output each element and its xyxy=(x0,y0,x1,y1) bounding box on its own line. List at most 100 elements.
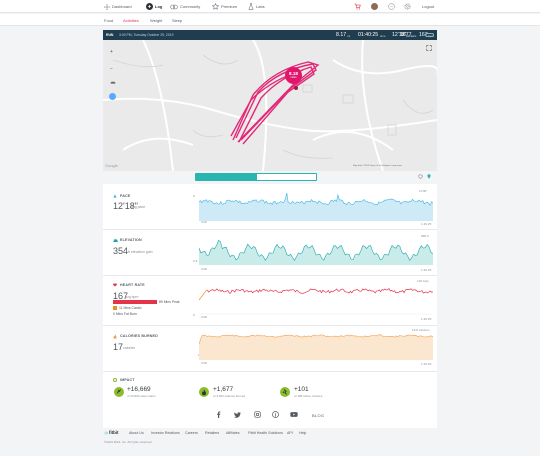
y-max-label: 886 ft xyxy=(421,234,429,238)
section-title: PACE xyxy=(120,194,131,198)
settings-icon[interactable] xyxy=(418,174,423,179)
zone-cardio-label: 11 Mins Cardio xyxy=(119,306,142,310)
footer-link-api[interactable]: API xyxy=(287,431,293,435)
zone-peak-label: 89 Mins Peak xyxy=(159,300,180,304)
footer-link-about[interactable]: About Us xyxy=(129,431,144,435)
run-summary-bar-right xyxy=(437,30,438,40)
footer-link-health[interactable]: Fitbit Health Solutions xyxy=(248,431,283,435)
impact-label: of 188 active minutes xyxy=(294,394,323,398)
impact-icon xyxy=(113,378,117,382)
zoom-out-button[interactable]: − xyxy=(110,66,113,72)
nav-item-community[interactable]: Community xyxy=(170,3,200,10)
section-unit: avg pace xyxy=(131,205,146,209)
twitter-icon[interactable] xyxy=(234,412,241,418)
calories-unit: cals xyxy=(411,34,417,38)
mountain-icon xyxy=(113,238,118,242)
avatar[interactable] xyxy=(371,3,378,10)
log-icon xyxy=(146,3,153,10)
star-icon xyxy=(212,3,219,10)
avg-hr-value: 167 xyxy=(419,32,428,38)
footer-link-careers[interactable]: Careers xyxy=(185,431,198,435)
footer-link-affiliates[interactable]: Affiliates xyxy=(226,431,240,435)
pace-unit: pace xyxy=(406,34,413,38)
calories-value: 1677 xyxy=(400,32,412,38)
heart-rate-chart xyxy=(199,288,433,315)
heart-rate-section: HEART RATE 167 avg bpm 89 Mins Peak 11 M… xyxy=(103,277,437,323)
nav-item-dashboard[interactable]: Dashboard xyxy=(104,3,132,10)
impact-value: +16,669 xyxy=(127,386,151,393)
y-min-label: 0 ft xyxy=(193,259,198,263)
youtube-icon[interactable] xyxy=(290,411,298,418)
pegman-icon[interactable] xyxy=(109,93,116,100)
elevation-section: ELEVATION 354 ft elevation gain 886 ft 0… xyxy=(103,231,437,273)
activity-type: RUN xyxy=(106,33,114,37)
instagram-icon[interactable] xyxy=(254,411,261,418)
zone-cardio-bar xyxy=(113,306,117,310)
nav-item-labs[interactable]: Labs xyxy=(248,3,265,10)
x-end-label: 1:40:25 xyxy=(421,317,432,321)
zoom-in-button[interactable]: + xyxy=(110,49,113,55)
y-max-label: 16.8 calories xyxy=(412,328,430,332)
distance-unit: mi xyxy=(347,34,351,38)
footer-link-retailers[interactable]: Retailers xyxy=(205,431,220,435)
heart-icon xyxy=(113,283,117,287)
subnav-food[interactable]: Food xyxy=(104,18,114,23)
footer-link-investors[interactable]: Investor Relations xyxy=(151,431,180,435)
footer-link-help[interactable]: Help xyxy=(299,431,307,435)
messages-icon[interactable] xyxy=(388,3,395,10)
section-title: CALORIES BURNED xyxy=(120,334,158,338)
fitbit-logo-icon xyxy=(104,431,108,435)
section-value: 17 xyxy=(113,342,124,352)
social-links: BLOG xyxy=(214,411,334,419)
duration-value: 01:40:25 xyxy=(358,32,379,38)
distance-marker[interactable]: 8.18 miles xyxy=(285,67,302,84)
blog-link[interactable]: BLOG xyxy=(312,412,325,418)
nav-label: Premium xyxy=(221,4,238,9)
elevation-line xyxy=(199,239,433,261)
settings-icon[interactable] xyxy=(404,3,411,10)
nav-label: Log xyxy=(155,4,163,9)
activity-datetime: 3:00 PM, Tuesday October 29, 2019 xyxy=(119,33,174,37)
x-start-label: 0:00 xyxy=(201,220,208,224)
route-map[interactable]: 8.18 miles + − Google Map data ©2019 Ter… xyxy=(103,40,437,171)
tab-mile-split[interactable]: Mile Split xyxy=(256,173,317,188)
sub-nav: Food Activities Weight Sleep xyxy=(0,14,540,26)
steps-icon xyxy=(114,387,124,397)
subnav-weight[interactable]: Weight xyxy=(150,18,163,23)
fullscreen-icon[interactable] xyxy=(426,45,432,51)
section-unit: ft elevation gain xyxy=(128,250,153,254)
distance-value: 8.17 xyxy=(336,32,347,38)
cart-icon[interactable] xyxy=(354,3,361,10)
car-icon[interactable] xyxy=(110,81,116,85)
zone-fatburn-label: 0 Mins Fat Burn xyxy=(113,312,137,316)
community-icon xyxy=(170,4,178,10)
location-icon[interactable] xyxy=(427,174,431,179)
section-value: 167 xyxy=(113,291,129,301)
marker-unit: miles xyxy=(290,76,297,79)
logout-link[interactable]: Logout xyxy=(422,4,435,9)
zone-peak-bar xyxy=(113,300,157,304)
tab-exercise-details[interactable]: Exercise Details xyxy=(195,173,256,187)
section-title: IMPACT xyxy=(120,378,135,382)
footer: fitbit About Us Investor Relations Caree… xyxy=(103,428,437,448)
facebook-icon[interactable] xyxy=(216,411,221,418)
y-max-label: 11'38" xyxy=(419,189,428,193)
nav-item-premium[interactable]: Premium xyxy=(212,3,237,10)
google-logo: Google xyxy=(105,163,118,168)
nav-item-log[interactable]: Log xyxy=(146,3,162,10)
footer-brand[interactable]: fitbit xyxy=(109,430,119,435)
subnav-sleep[interactable]: Sleep xyxy=(172,18,183,23)
pace-section: PACE 12'18" avg pace 11'38" 0' 0:00 1:40… xyxy=(103,186,437,228)
subnav-activities[interactable]: Activities xyxy=(123,18,139,23)
x-start-label: 0:00 xyxy=(201,267,208,271)
pinterest-icon[interactable] xyxy=(272,411,279,418)
x-end-label: 1:40:25 xyxy=(421,268,432,272)
toggle-switch[interactable] xyxy=(425,33,434,37)
nav-label: Community xyxy=(180,4,201,9)
finish-pin xyxy=(294,86,298,90)
nav-label: Dashboard xyxy=(112,4,132,9)
x-end-label: 1:40:25 xyxy=(421,222,432,226)
pace-chart xyxy=(199,192,433,221)
nav-label: Labs xyxy=(256,4,265,9)
section-value: 354 xyxy=(113,246,129,256)
